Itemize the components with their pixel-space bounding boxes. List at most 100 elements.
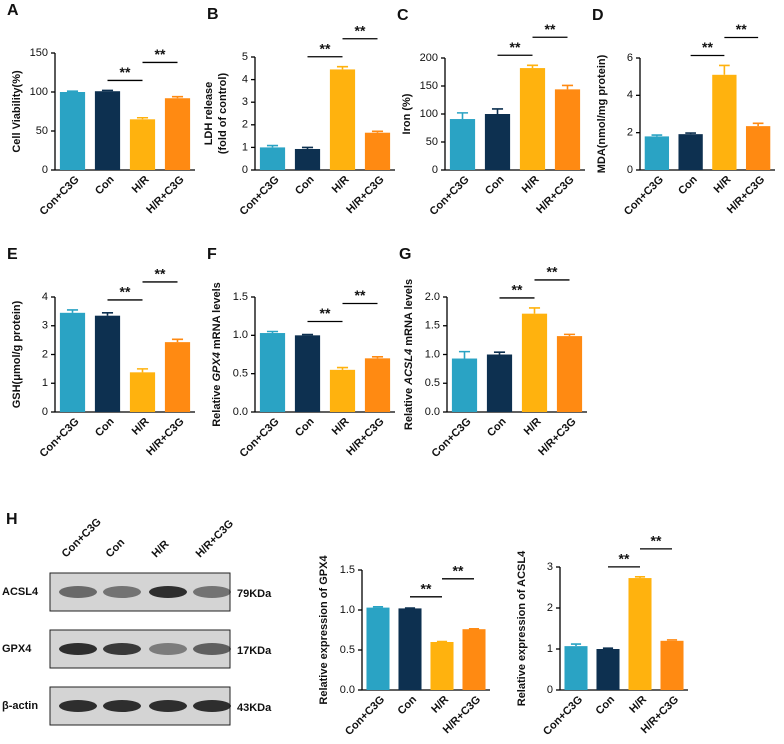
y-tick-label: 0 bbox=[627, 164, 633, 176]
x-tick-label: H/R bbox=[130, 416, 152, 438]
error-bar bbox=[666, 639, 678, 641]
error-bar bbox=[136, 368, 149, 373]
y-tick-label: 100 bbox=[420, 108, 438, 120]
error-bar bbox=[101, 312, 114, 316]
x-tick-label: Con+C3G bbox=[343, 694, 387, 738]
error-bar bbox=[301, 146, 314, 149]
x-tick-label: Con+C3G bbox=[238, 416, 282, 460]
error-bar bbox=[526, 64, 539, 69]
error-bar bbox=[266, 144, 279, 148]
x-tick-label: Con+C3G bbox=[38, 174, 82, 218]
lane-label: H/R bbox=[150, 538, 172, 560]
y-tick-label: 1.0 bbox=[340, 604, 355, 616]
bar bbox=[451, 358, 478, 412]
error-bar bbox=[66, 90, 79, 93]
x-tick-label: H/R bbox=[429, 694, 451, 716]
bar bbox=[129, 119, 156, 170]
blot-band bbox=[193, 700, 231, 712]
y-tick-label: 1.5 bbox=[233, 291, 248, 303]
significance-label: ** bbox=[702, 39, 713, 55]
x-tick-label: Con bbox=[293, 173, 317, 197]
error-bar bbox=[171, 95, 184, 99]
bar bbox=[329, 69, 356, 170]
bar bbox=[294, 335, 321, 412]
x-tick-label: Con bbox=[594, 693, 618, 717]
y-tick-label: 1.0 bbox=[233, 329, 248, 341]
y-tick-label: 0.5 bbox=[233, 368, 248, 380]
y-tick-label: 3 bbox=[547, 561, 553, 573]
x-tick-label: Con bbox=[676, 173, 700, 197]
y-axis-label-part: Relative bbox=[211, 382, 223, 427]
y-axis-label: Cell Viability(%) bbox=[11, 70, 23, 153]
panel-letter: C bbox=[397, 7, 409, 24]
bar bbox=[449, 119, 476, 170]
x-tick-label: Con+C3G bbox=[428, 174, 472, 218]
y-axis-label: Iron (%) bbox=[401, 93, 413, 134]
bar bbox=[660, 640, 684, 690]
y-axis-label-part: mRNA levels bbox=[403, 279, 415, 349]
panel-letter: D bbox=[592, 7, 604, 24]
x-tick-label: H/R bbox=[627, 694, 649, 716]
blot-band bbox=[193, 586, 231, 598]
y-axis-label-part: mRNA levels bbox=[211, 282, 223, 352]
panel-letter: B bbox=[207, 6, 219, 23]
blot-band bbox=[103, 643, 141, 655]
bar bbox=[164, 98, 191, 170]
x-tick-label: Con+C3G bbox=[541, 694, 585, 738]
bar bbox=[596, 649, 620, 690]
bar bbox=[519, 68, 546, 170]
error-bar bbox=[561, 84, 574, 90]
y-axis-label: Relative expression of ACSL4 bbox=[516, 550, 528, 706]
bar bbox=[644, 136, 670, 170]
size-label: 17KDa bbox=[237, 645, 272, 657]
y-tick-label: 0.0 bbox=[233, 406, 248, 418]
y-tick-label: 1.5 bbox=[340, 564, 355, 576]
y-tick-label: 4 bbox=[627, 89, 633, 101]
significance-label: ** bbox=[320, 40, 331, 56]
bar bbox=[712, 74, 737, 170]
x-tick-label: H/R bbox=[712, 174, 734, 196]
y-tick-label: 0 bbox=[242, 164, 248, 176]
error-bar bbox=[136, 116, 149, 120]
y-tick-label: 2 bbox=[242, 119, 248, 131]
error-bar bbox=[301, 333, 314, 336]
x-tick-label: H/R+C3G bbox=[144, 416, 186, 458]
bar bbox=[364, 132, 391, 170]
panel-letter: G bbox=[399, 246, 411, 263]
x-tick-label: Con bbox=[483, 173, 507, 197]
y-axis-label: Relative GPX4 mRNA levels bbox=[211, 282, 223, 427]
y-tick-label: 0 bbox=[547, 684, 553, 696]
bar bbox=[430, 642, 454, 690]
significance-label: ** bbox=[453, 563, 464, 579]
y-tick-label: 150 bbox=[30, 47, 48, 59]
blot-band bbox=[149, 700, 187, 712]
blot-band bbox=[193, 643, 231, 655]
significance-label: ** bbox=[545, 21, 556, 37]
lane-label: Con+C3G bbox=[60, 516, 104, 560]
bar bbox=[745, 126, 771, 170]
significance-label: ** bbox=[421, 581, 432, 597]
error-bar bbox=[266, 330, 279, 334]
bar bbox=[564, 646, 588, 690]
bar bbox=[59, 312, 86, 412]
blot-band bbox=[103, 700, 141, 712]
error-bar bbox=[456, 112, 469, 120]
bar bbox=[678, 134, 703, 170]
lane-label: Con bbox=[104, 536, 128, 560]
panel-letter: E bbox=[7, 246, 18, 263]
y-axis-label-part: GPX4 bbox=[211, 352, 223, 381]
x-tick-label: Con+C3G bbox=[38, 416, 82, 460]
bar bbox=[164, 342, 191, 412]
y-tick-label: 2 bbox=[547, 602, 553, 614]
bar bbox=[59, 92, 86, 170]
error-bar bbox=[602, 647, 614, 649]
bar bbox=[554, 89, 581, 170]
x-tick-label: Con+C3G bbox=[238, 174, 282, 218]
bar bbox=[329, 369, 356, 412]
bar bbox=[129, 372, 156, 412]
significance-label: ** bbox=[510, 39, 521, 55]
y-axis-label-part: ACSL4 bbox=[403, 349, 415, 386]
error-bar bbox=[372, 606, 384, 608]
error-bar bbox=[458, 350, 471, 359]
blot-band bbox=[59, 586, 97, 598]
